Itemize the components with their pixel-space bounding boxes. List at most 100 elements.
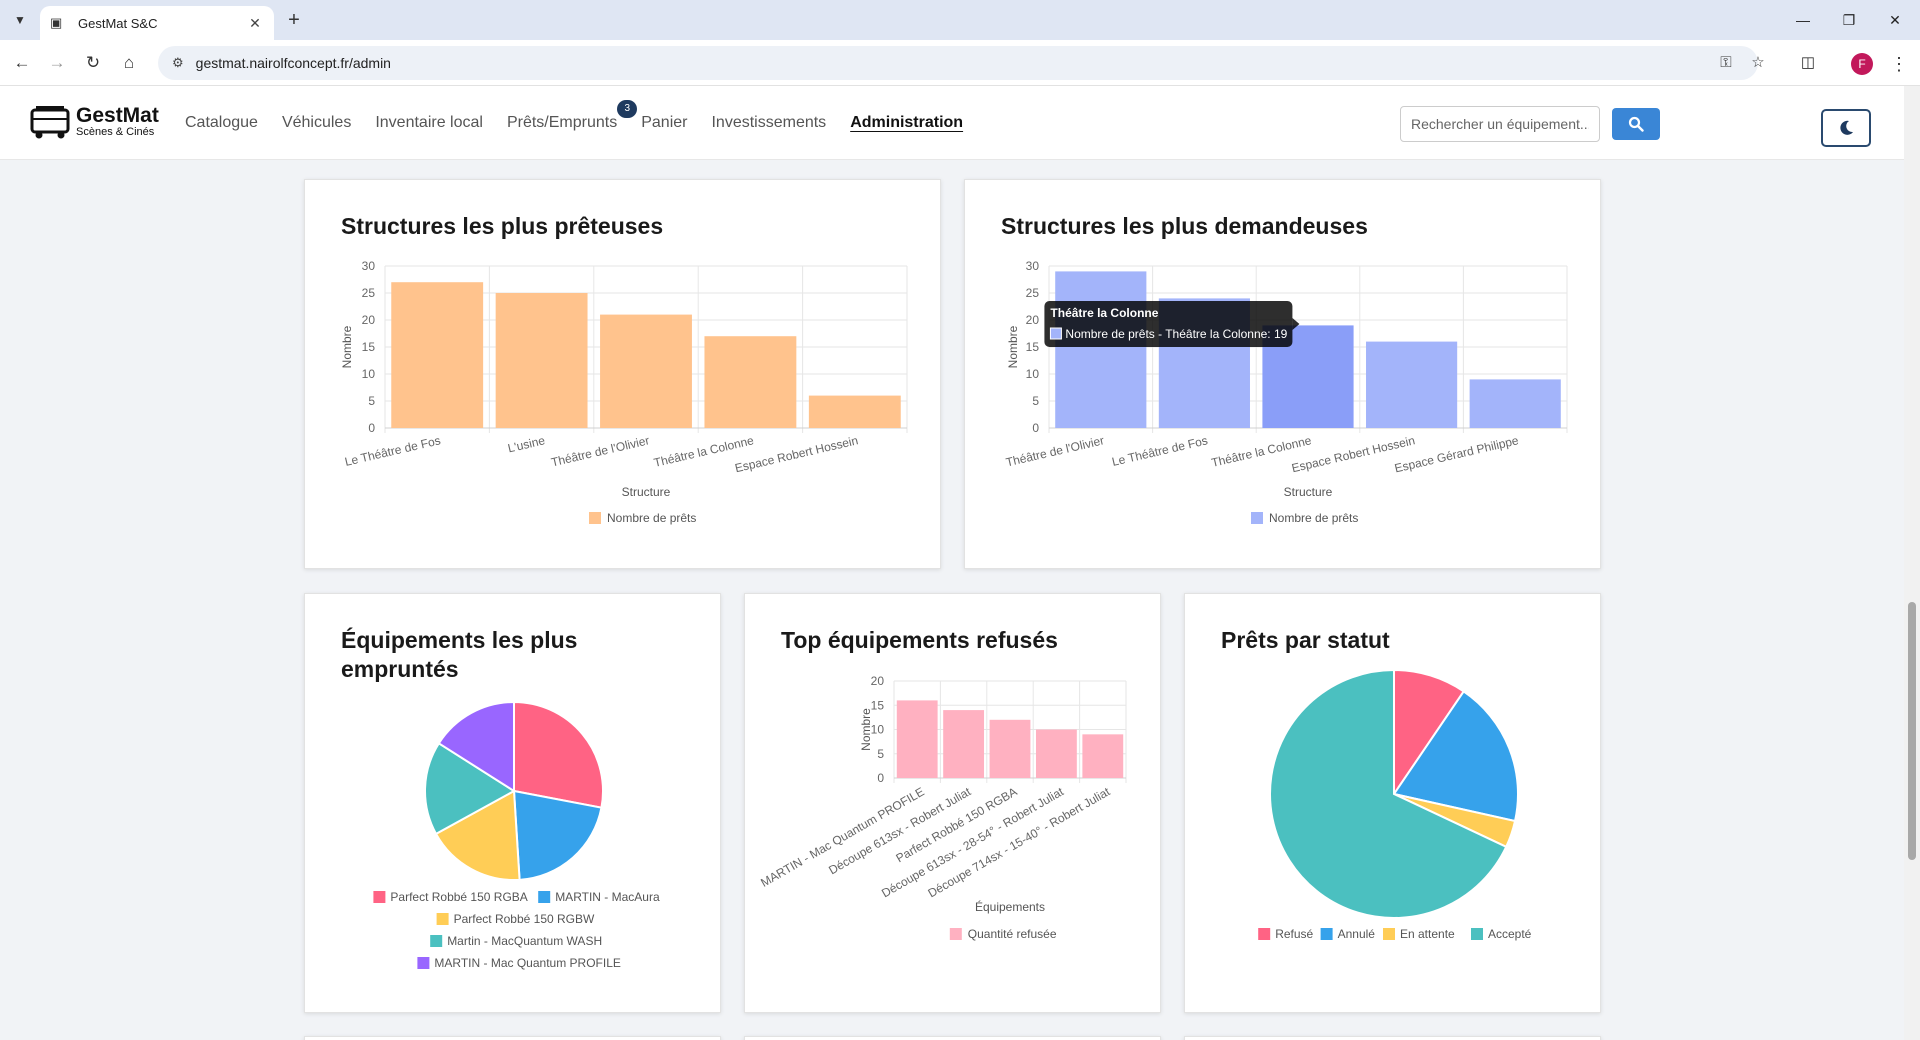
browser-tab-bar: ▼ ▣ GestMat S&C ✕ + — ❐ ✕ (0, 0, 1920, 40)
browser-menu-icon[interactable]: ⋮ (1890, 54, 1908, 74)
home-icon[interactable]: ⌂ (123, 53, 135, 72)
legend-swatch (589, 512, 601, 524)
legend-swatch (417, 957, 430, 969)
key-icon[interactable]: ⚿ (1720, 53, 1732, 71)
tooltip-box (1044, 301, 1293, 347)
x-axis-title: Structure (622, 485, 671, 499)
nav-prets-emprunts[interactable]: Prêts/Emprunts 3 (507, 100, 638, 132)
y-tick-label: 10 (871, 723, 885, 737)
legend-swatch (538, 891, 551, 903)
nav-vehicules[interactable]: Véhicules (281, 114, 352, 131)
scrollbar-thumb[interactable] (1908, 602, 1916, 860)
pie-slice (512, 789, 603, 881)
main-nav: Catalogue Véhicules Inventaire local Prê… (185, 100, 987, 132)
search-icon (1628, 116, 1644, 132)
card-statut: Prêts par statut Refusé Annulé En attente A… (1184, 593, 1601, 1013)
page-scrollbar[interactable] (1904, 86, 1920, 1040)
y-tick-label: 25 (1026, 286, 1040, 300)
extensions-icon[interactable]: ◫ (1800, 54, 1816, 71)
site-info-icon[interactable]: ⚙ (172, 55, 184, 70)
truck-case-logo-icon (30, 106, 70, 139)
minimize-icon[interactable]: — (1796, 12, 1810, 28)
tooltip-title: Théâtre la Colonne (1050, 306, 1158, 320)
url-text[interactable]: gestmat.nairolfconcept.fr/admin (195, 55, 391, 71)
y-tick-label: 20 (871, 674, 885, 688)
legend-swatch (430, 935, 443, 947)
bar (896, 700, 938, 778)
nav-panier[interactable]: Panier (641, 114, 688, 131)
legend-label: Nombre de prêts (607, 511, 696, 525)
search-button[interactable] (1612, 108, 1660, 140)
reload-icon[interactable]: ↻ (85, 53, 101, 72)
pie-slice (1392, 690, 1519, 823)
new-tab-icon[interactable]: + (288, 9, 300, 31)
y-tick-label: 5 (877, 747, 884, 761)
x-tick-label: Le Théâtre de Fos (343, 433, 441, 469)
chart-title: Top équipements refusés (781, 627, 1058, 653)
card-empruntes: Équipements les plus empruntés Parfect R… (304, 593, 721, 1013)
y-axis-title: Nombre (340, 325, 354, 368)
nav-catalogue[interactable]: Catalogue (185, 114, 258, 131)
card-demandeuses: Structures les plus demandeuses 0 5 10 15 20… (964, 179, 1601, 569)
legend-swatch (1320, 928, 1333, 940)
tab-title: GestMat S&C (78, 15, 158, 31)
pie-slice (437, 700, 515, 793)
x-tick-label: Le Théâtre de Fos (1111, 433, 1209, 469)
bar (495, 293, 588, 428)
chart-title: Structures les plus demandeuses (1001, 213, 1368, 239)
close-tab-icon[interactable]: ✕ (249, 14, 261, 31)
dark-mode-toggle[interactable] (1821, 109, 1871, 147)
profile-avatar[interactable]: F (1851, 53, 1873, 75)
address-bar: ← → ↻ ⌂ ⚙ gestmat.nairolfconcept.fr/admi… (0, 40, 1920, 86)
chart-empruntes: Parfect Robbé 150 RGBA MARTIN - MacAura Pa… (373, 700, 660, 970)
chart-title: Prêts par statut (1221, 627, 1390, 653)
gestmat-logo[interactable]: GestMat Scènes & Cinés (30, 104, 159, 140)
legend-swatch (373, 891, 386, 903)
card-refuses: Top équipements refusés 0 5 10 15 20 MARTIN -… (744, 593, 1161, 1013)
browser-tab[interactable]: ▣ GestMat S&C ✕ (40, 6, 274, 40)
y-tick-label: 5 (1032, 394, 1039, 408)
legend-label: MARTIN - MacAura (555, 890, 660, 904)
nav-administration[interactable]: Administration (850, 114, 964, 131)
search-input[interactable] (1400, 106, 1600, 142)
restore-icon[interactable]: ❐ (1842, 11, 1856, 28)
y-tick-label: 25 (362, 286, 376, 300)
legend-label: Refusé (1275, 927, 1313, 941)
notification-badge: 3 (617, 100, 638, 118)
x-axis-title: Structure (1284, 485, 1333, 499)
tooltip-swatch (1049, 327, 1062, 340)
card-partial (1184, 1036, 1601, 1040)
back-icon[interactable]: ← (13, 53, 31, 72)
legend-label: Parfect Robbé 150 RGBW (454, 912, 595, 926)
url-box[interactable]: ⚙ gestmat.nairolfconcept.fr/admin (158, 46, 1758, 80)
legend-label: MARTIN - Mac Quantum PROFILE (434, 956, 621, 970)
moon-icon (1840, 120, 1853, 135)
tab-search-chevron-icon[interactable]: ▼ (14, 13, 26, 27)
x-tick-label: Théâtre de l'Olivier (1005, 433, 1106, 469)
y-tick-label: 20 (362, 313, 376, 327)
legend-swatch (436, 913, 449, 925)
y-tick-label: 30 (1026, 259, 1040, 273)
card-preteuses: Structures les plus prêteuses 0 5 10 15 20 25… (304, 179, 941, 569)
bar (1055, 271, 1147, 428)
window-close-icon[interactable]: ✕ (1889, 11, 1901, 28)
app-header: GestMat Scènes & Cinés Catalogue Véhicul… (0, 86, 1904, 160)
nav-inventaire-local[interactable]: Inventaire local (375, 114, 483, 131)
chart-preteuses: 0 5 10 15 20 25 30 Le Théâtre de Fos L'usine Théâ… (340, 259, 908, 525)
y-tick-label: 0 (877, 771, 884, 785)
x-axis-title: Équipements (975, 899, 1045, 914)
nav-investissements[interactable]: Investissements (711, 114, 827, 131)
bar (1082, 734, 1124, 778)
legend-label: Annulé (1338, 927, 1376, 941)
bookmark-star-icon[interactable]: ☆ (1751, 54, 1765, 71)
bar (1035, 729, 1077, 778)
y-tick-label: 15 (1026, 340, 1040, 354)
x-tick-label: Théâtre de l'Olivier (550, 433, 651, 469)
brand-subtitle: Scènes & Cinés (76, 126, 155, 138)
chart-statut: Refusé Annulé En attente Accepté (1258, 668, 1532, 941)
tooltip-text: Nombre de prêts - Théâtre la Colonne: 19 (1065, 327, 1287, 341)
y-axis-title: Nombre (859, 708, 873, 751)
forward-icon[interactable]: → (48, 53, 66, 72)
bar (989, 719, 1031, 778)
